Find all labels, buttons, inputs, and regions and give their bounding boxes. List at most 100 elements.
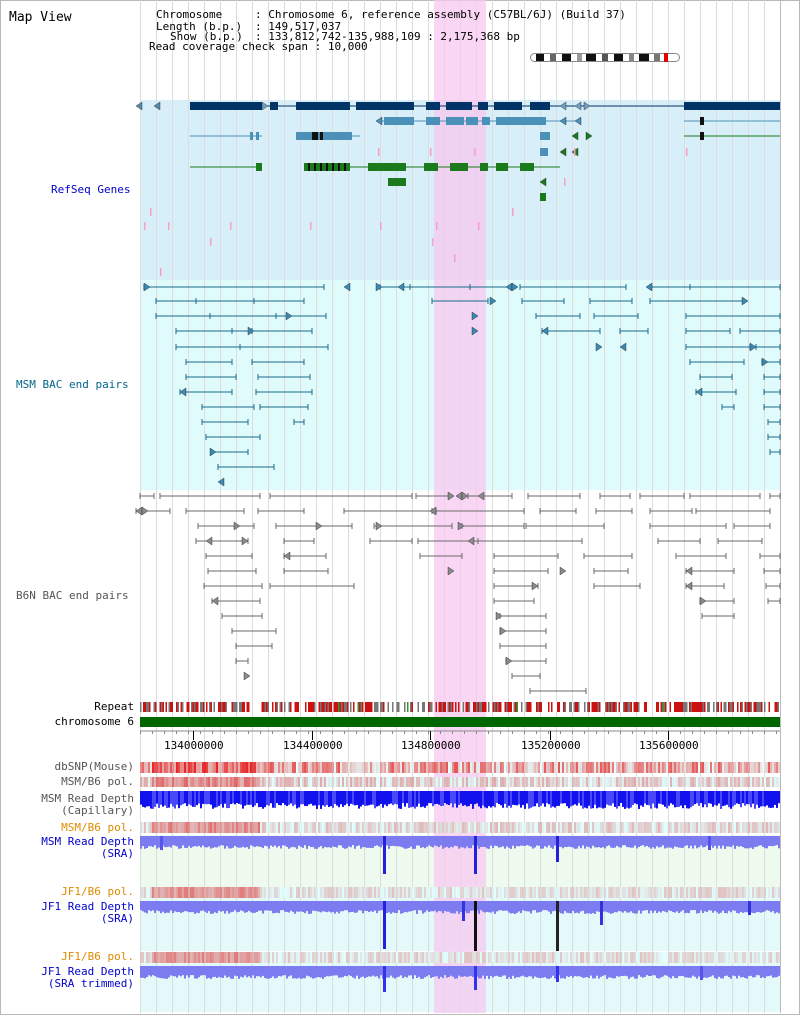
msm-b6-pol-cell — [712, 777, 714, 787]
msm-depth-sra-bar — [516, 836, 518, 847]
jf1-depth-trim-bar — [716, 966, 718, 979]
msm-b6-pol-sra-cell — [578, 822, 580, 833]
capillary-depth-bar — [304, 791, 306, 806]
msm-depth-sra-bar — [568, 836, 570, 847]
msm-b6-pol-cell — [248, 777, 250, 787]
msm-b6-pol-sra-cell — [738, 822, 740, 833]
capillary-depth-bar — [594, 791, 596, 805]
capillary-depth-bar — [320, 791, 322, 809]
msm-b6-pol-cell — [588, 777, 590, 787]
jf1-b6-pol-cell — [316, 887, 318, 898]
jf1-depth-sra-bar — [192, 901, 194, 913]
msm-b6-pol-sra-cell — [296, 822, 298, 833]
msm-depth-sra-bar — [400, 836, 402, 847]
msm-b6-pol-sra-cell — [172, 822, 174, 833]
jf1-b6-pol-2-cell — [212, 952, 214, 963]
b6n-bac-label[interactable]: B6N BAC end pairs — [16, 589, 129, 602]
msm-b6-pol-sra-cell — [508, 822, 510, 833]
refseq-genes-label[interactable]: RefSeq Genes — [51, 183, 131, 196]
capillary-depth-bar — [252, 791, 254, 808]
repeat-segment — [311, 702, 313, 712]
refseq-exon — [308, 163, 310, 171]
jf1-b6-pol-cell — [404, 887, 406, 898]
repeat-segment — [404, 702, 406, 712]
msm-depth-sra-bar — [260, 836, 262, 847]
msm-b6-pol-cell — [388, 777, 390, 787]
repeat-segment — [371, 702, 373, 712]
chromosome-ideogram[interactable] — [530, 53, 680, 62]
capillary-depth-bar — [450, 791, 452, 804]
repeat-segment — [474, 702, 476, 712]
jf1-b6-pol-2-cell — [732, 952, 734, 963]
dbsnp-cell — [658, 762, 660, 773]
dbsnp-cell — [776, 762, 778, 773]
msm-b6-pol-cell — [502, 777, 504, 787]
msm-depth-sra-bar — [452, 836, 454, 848]
jf1-depth-sra-bar — [168, 901, 170, 913]
jf1-b6-pol-cell — [436, 887, 438, 898]
capillary-depth-bar — [716, 791, 718, 806]
dbsnp-cell — [556, 762, 558, 773]
msm-depth-sra-bar — [688, 836, 690, 849]
jf1-b6-pol-cell — [490, 887, 492, 898]
jf1-depth-trim-bar-spike — [383, 966, 386, 992]
msm-b6-pol-sra-cell — [510, 822, 512, 833]
jf1-depth-trim-bar — [260, 966, 262, 978]
repeat-segment — [180, 702, 182, 712]
capillary-depth-bar — [310, 791, 312, 804]
msm-depth-sra-bar — [422, 836, 424, 848]
jf1-depth-sra-bar — [222, 901, 224, 912]
msm-b6-pol-cell — [464, 777, 466, 787]
jf1-depth-sra-bar — [162, 901, 164, 912]
jf1-depth-trim-bar — [300, 966, 302, 979]
msm-bac-label[interactable]: MSM BAC end pairs — [16, 378, 129, 391]
capillary-depth-bar — [294, 791, 296, 805]
refseq-exon — [338, 163, 340, 171]
msm-b6-pol-sra-cell — [482, 822, 484, 833]
jf1-b6-pol-cell — [718, 887, 720, 898]
capillary-depth-bar — [170, 791, 172, 804]
jf1-depth-sra-bar — [472, 901, 474, 911]
jf1-b6-pol-cell — [516, 887, 518, 898]
repeat-segment — [236, 702, 238, 712]
msm-b6-pol-cell — [536, 777, 538, 787]
jf1-b6-pol-cell — [494, 887, 496, 898]
jf1-b6-pol-cell — [716, 887, 718, 898]
jf1-b6-pol-cell — [510, 887, 512, 898]
repeat-segment — [366, 702, 368, 712]
msm-b6-pol-sra-cell — [752, 822, 754, 833]
jf1-b6-pol-2-cell — [318, 952, 320, 963]
jf1-b6-pol-2-cell — [434, 952, 436, 963]
jf1-b6-pol-2-cell — [612, 952, 614, 963]
msm-depth-sra-bar — [490, 836, 492, 846]
jf1-depth-sra-bar — [388, 901, 390, 913]
capillary-depth-bar — [428, 791, 430, 804]
repeat-segment — [329, 702, 331, 712]
msm-b6-pol-cell — [616, 777, 618, 787]
jf1-b6-pol-2-cell — [536, 952, 538, 963]
msm-b6-pol-sra-cell — [212, 822, 214, 833]
msm-b6-pol-cell — [140, 777, 142, 787]
jf1-depth-sra-bar — [452, 901, 454, 914]
msm-depth-sra-bar — [428, 836, 430, 846]
jf1-depth-trim-bar — [500, 966, 502, 977]
jf1-depth-sra-bar — [146, 901, 148, 914]
msm-b6-pol-cell — [406, 777, 408, 787]
jf1-b6-pol-cell — [392, 887, 394, 898]
jf1-b6-pol-2-cell — [496, 952, 498, 963]
capillary-depth-bar — [566, 791, 568, 807]
refseq-pink-tick — [574, 148, 576, 156]
jf1-b6-pol-2-cell — [390, 952, 392, 963]
jf1-b6-pol-2-cell — [738, 952, 740, 963]
repeat-segment — [320, 702, 322, 712]
dbsnp-cell — [562, 762, 564, 773]
jf1-b6-pol-2-cell — [570, 952, 572, 963]
repeat-segment — [450, 702, 452, 712]
jf1-b6-pol-2-cell — [532, 952, 534, 963]
jf1-b6-pol-cell — [692, 887, 694, 898]
repeat-segment — [144, 702, 146, 712]
jf1-b6-pol-cell — [596, 887, 598, 898]
msm-b6-pol-cell — [398, 777, 400, 787]
jf1-depth-trim-bar — [298, 966, 300, 978]
